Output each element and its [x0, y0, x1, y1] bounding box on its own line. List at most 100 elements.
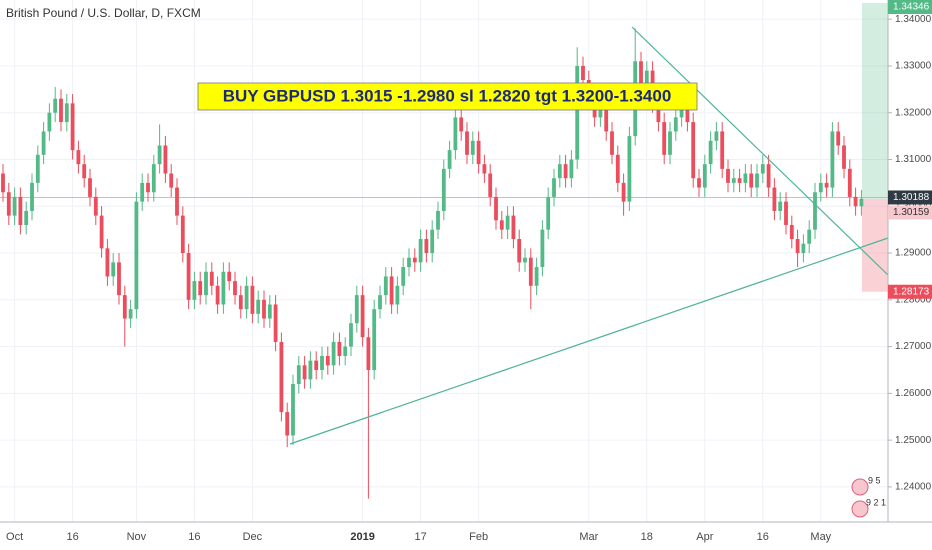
candle-body — [70, 103, 75, 151]
candle-body — [24, 210, 29, 225]
y-tick-label: 1.26000 — [895, 388, 932, 399]
candle-body — [494, 196, 498, 221]
candle-body — [569, 159, 574, 179]
candle-body — [447, 150, 452, 169]
candle-body — [737, 178, 742, 183]
candle-body — [430, 229, 435, 254]
candle-body — [807, 229, 812, 244]
x-tick-label: 2019 — [350, 531, 374, 543]
x-tick-label: 16 — [188, 531, 200, 543]
price-axis — [888, 0, 932, 550]
candle-body — [151, 164, 156, 193]
candle-body — [354, 295, 359, 324]
candle-body — [743, 173, 748, 183]
annotation-box — [197, 82, 698, 111]
profit-zone — [862, 2, 888, 199]
candle-body — [360, 295, 365, 338]
candle-body — [105, 248, 110, 277]
candle-body — [470, 140, 475, 155]
price-tag-label: 1.30188 — [893, 192, 930, 203]
candle-body — [546, 196, 551, 230]
candle-body — [679, 108, 684, 118]
event-icon — [851, 500, 869, 518]
candle-body — [528, 257, 533, 286]
candle-body — [163, 145, 168, 174]
candle-body — [778, 201, 783, 211]
candle-body — [824, 182, 829, 188]
candle-body — [273, 304, 278, 342]
annotation: BUY GBPUSD 1.3015 -1.2980 sl 1.2820 tgt … — [223, 86, 672, 105]
candle-body — [482, 164, 487, 174]
candle-body — [35, 154, 40, 183]
candle-body — [499, 220, 504, 230]
candle-body — [238, 295, 243, 310]
candle-body — [760, 164, 765, 174]
candle-body — [465, 131, 469, 155]
candle-body — [581, 65, 585, 80]
candle-body — [180, 215, 185, 254]
candle-body — [262, 299, 266, 319]
event-badge: 9 5 — [868, 475, 881, 485]
candle-body — [859, 198, 864, 207]
candle-body — [320, 355, 324, 370]
candle-body — [128, 309, 133, 319]
candle-body — [349, 323, 353, 347]
candle-body — [418, 239, 423, 263]
candle-body — [795, 239, 800, 254]
price-tag-label: 1.28173 — [893, 286, 930, 297]
candle-body — [708, 140, 713, 165]
candle-body — [6, 192, 11, 216]
candle-body — [175, 187, 179, 216]
candle-body — [685, 108, 690, 123]
price-tag-label: 1.30159 — [893, 207, 930, 218]
candle-body — [639, 61, 643, 85]
y-tick-label: 1.31000 — [895, 154, 932, 165]
candle-body — [395, 285, 400, 305]
x-tick-label: Feb — [469, 531, 488, 543]
candle-body — [18, 196, 23, 225]
price-tag — [888, 205, 932, 220]
candle-body — [221, 271, 226, 305]
price-tag — [888, 284, 932, 299]
x-tick-label: 18 — [641, 531, 653, 543]
candle-body — [250, 285, 255, 314]
candle-body — [227, 271, 232, 282]
candle-body — [615, 154, 620, 183]
candle-body — [731, 178, 736, 183]
candle-body — [285, 412, 290, 436]
candle-body — [117, 262, 121, 296]
y-tick-label: 1.29000 — [895, 248, 932, 259]
candle-body — [140, 182, 145, 202]
candle-body — [436, 210, 440, 230]
candle-body — [325, 355, 330, 366]
candle-body — [563, 164, 568, 179]
candle-body — [30, 182, 34, 211]
price-tag — [888, 0, 932, 14]
x-tick-label: May — [810, 531, 831, 543]
candle-body — [673, 117, 678, 132]
candle-body — [517, 239, 522, 263]
event-badge: 9 2 1 — [866, 497, 886, 507]
candle-body — [204, 271, 208, 296]
candle-body — [1, 173, 5, 193]
y-tick-label: 1.28000 — [895, 294, 932, 305]
candle-body — [267, 304, 272, 319]
candle-body — [88, 178, 92, 197]
candle-body — [575, 65, 580, 160]
candle-body — [308, 360, 313, 380]
candle-body — [627, 136, 632, 202]
x-tick-label: 16 — [66, 531, 78, 543]
candle-body — [766, 164, 771, 188]
candle-body — [459, 117, 464, 132]
candle-body — [134, 201, 139, 310]
x-tick-label: Dec — [243, 531, 263, 543]
candle-body — [146, 182, 150, 193]
trend-line — [631, 26, 889, 276]
candle-body — [314, 360, 319, 370]
axes: 1.24000 1.25000 1.26000 1.27000 1.28000 1.290… — [6, 0, 932, 543]
candle-body — [41, 131, 46, 155]
y-tick-label: 1.25000 — [895, 435, 932, 446]
candle-body — [552, 178, 556, 197]
candle-body — [644, 70, 649, 85]
